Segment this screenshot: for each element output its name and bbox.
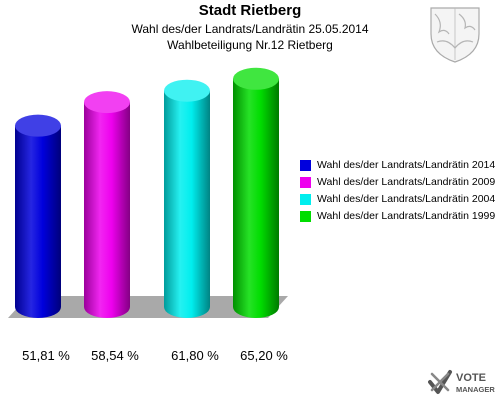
chart-title: Stadt Rietberg (198, 2, 302, 19)
bar-top-2009 (84, 91, 130, 114)
bars-layer (15, 67, 279, 318)
legend-swatch-2004 (300, 193, 311, 205)
value-label-1999: 65,20 % (240, 348, 288, 363)
chart-legend: Wahl des/der Landrats/Landrätin 2014 Wah… (300, 157, 495, 225)
bar-2009 (84, 102, 130, 318)
legend-item-2009: Wahl des/der Landrats/Landrätin 2009 (300, 174, 495, 190)
legend-swatch-1999 (300, 210, 311, 222)
logo-text-manager: MANAGER (456, 385, 495, 394)
bar-1999 (233, 78, 279, 318)
bar-top-1999 (233, 67, 279, 90)
legend-swatch-2014 (300, 159, 311, 171)
bar-2014 (15, 125, 61, 318)
value-label-2009: 58,54 % (91, 348, 139, 363)
legend-label-2009: Wahl des/der Landrats/Landrätin 2009 (317, 176, 496, 188)
coat-of-arms-icon (430, 7, 480, 63)
chart-floor (8, 296, 288, 318)
legend-swatch-2009 (300, 176, 311, 188)
legend-label-2004: Wahl des/der Landrats/Landrätin 2004 (317, 193, 496, 205)
chart-subtitle-election: Wahl des/der Landrats/Landrätin 25.05.20… (131, 22, 369, 36)
legend-label-1999: Wahl des/der Landrats/Landrätin 1999 (317, 210, 496, 222)
legend-item-1999: Wahl des/der Landrats/Landrätin 1999 (300, 208, 495, 224)
bar-top-2014 (15, 114, 61, 137)
logo-text-vote: VOTE (456, 372, 486, 384)
value-label-2004: 61,80 % (171, 348, 219, 363)
bar-top-2004 (164, 79, 210, 102)
legend-item-2004: Wahl des/der Landrats/Landrätin 2004 (300, 191, 495, 207)
value-label-2014: 51,81 % (22, 348, 70, 363)
bar-2004 (164, 90, 210, 318)
legend-label-2014: Wahl des/der Landrats/Landrätin 2014 (317, 159, 496, 171)
legend-item-2014: Wahl des/der Landrats/Landrätin 2014 (300, 157, 495, 173)
chart-subtitle-metric: Wahlbeteiligung Nr.12 Rietberg (167, 38, 333, 52)
value-labels: 51,81 % 58,54 % 61,80 % 65,20 % (22, 348, 288, 363)
vote-manager-logo: VOTE MANAGER (428, 370, 495, 394)
